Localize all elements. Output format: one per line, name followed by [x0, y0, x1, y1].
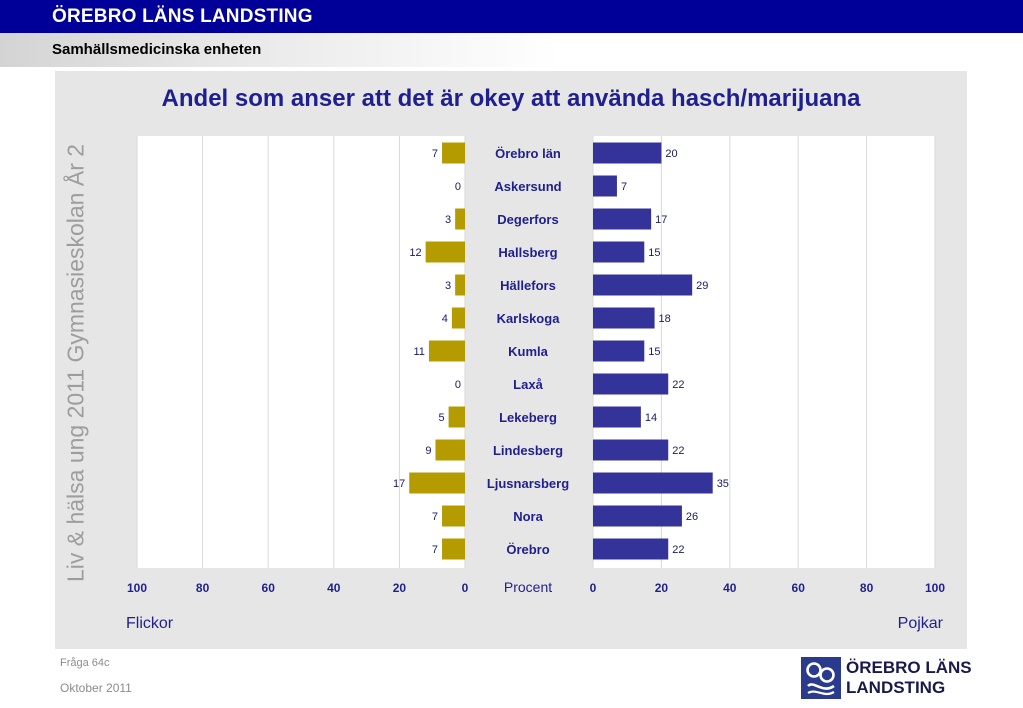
data-label-pojkar: 22 [672, 379, 684, 391]
chart-title: Andel som anser att det är okey att anvä… [162, 85, 862, 112]
category-label: Askersund [494, 179, 561, 194]
logo-text-line2: LANDSTING [846, 678, 946, 697]
bar-flickor [455, 274, 465, 296]
category-label: Karlskoga [497, 311, 561, 326]
tick-label-left: 20 [393, 581, 407, 595]
data-label-pojkar: 18 [659, 313, 671, 325]
data-label-pojkar: 22 [672, 544, 684, 556]
bar-pojkar [593, 538, 669, 560]
data-label-flickor: 7 [432, 544, 438, 556]
plot-area-left [137, 136, 465, 568]
data-label-flickor: 0 [455, 379, 461, 391]
logo-text-line1: ÖREBRO LÄNS [846, 658, 972, 677]
data-label-pojkar: 15 [648, 247, 660, 259]
tick-label-right: 20 [655, 581, 669, 595]
bar-pojkar [593, 208, 652, 230]
bar-pojkar [593, 406, 641, 428]
logo: ÖREBRO LÄNS LANDSTING [800, 656, 972, 702]
data-label-flickor: 3 [445, 214, 451, 226]
tick-label-left: 40 [327, 581, 341, 595]
data-label-pojkar: 15 [648, 346, 660, 358]
data-label-pojkar: 22 [672, 445, 684, 457]
data-label-flickor: 4 [442, 313, 448, 325]
data-label-pojkar: 20 [665, 148, 677, 160]
bar-flickor [409, 472, 465, 494]
bar-flickor [428, 340, 465, 362]
data-label-pojkar: 26 [686, 511, 698, 523]
bar-pojkar [593, 472, 713, 494]
tick-label-right: 100 [925, 581, 945, 595]
tick-label-left: 80 [196, 581, 210, 595]
org-title: ÖREBRO LÄNS LANDSTING [52, 6, 313, 27]
data-label-flickor: 7 [432, 148, 438, 160]
data-label-flickor: 0 [455, 181, 461, 193]
axis-label: Procent [504, 579, 552, 595]
category-label: Hallsberg [498, 245, 557, 260]
bar-pojkar [593, 340, 645, 362]
bar-flickor [448, 406, 465, 428]
data-label-flickor: 7 [432, 511, 438, 523]
header-bar: ÖREBRO LÄNS LANDSTING [0, 0, 1023, 33]
footer-question: Fråga 64c [60, 657, 110, 669]
data-label-pojkar: 29 [696, 280, 708, 292]
data-label-pojkar: 14 [645, 412, 657, 424]
bar-flickor [435, 439, 465, 461]
plot-area-right [593, 136, 935, 568]
bar-pojkar [593, 505, 682, 527]
survey-name: Liv & hälsa ung 2011 Gymnasieskolan År 2 [62, 143, 89, 583]
category-label: Hällefors [500, 278, 556, 293]
subheader-bar: Samhällsmedicinska enheten [0, 33, 1023, 67]
data-label-pojkar: 17 [655, 214, 667, 226]
category-label: Örebro [506, 542, 549, 557]
data-label-flickor: 11 [413, 346, 424, 358]
data-label-pojkar: 35 [717, 478, 729, 490]
bar-flickor [455, 208, 465, 230]
landsting-logo-icon [801, 657, 841, 699]
unit-title: Samhällsmedicinska enheten [52, 41, 262, 58]
category-label: Degerfors [497, 212, 558, 227]
tick-label-left: 0 [462, 581, 469, 595]
bar-pojkar [593, 439, 669, 461]
bar-pojkar [593, 307, 655, 329]
data-label-flickor: 12 [409, 247, 421, 259]
tick-label-right: 0 [590, 581, 597, 595]
legend-flickor: Flickor [126, 615, 174, 632]
data-label-flickor: 5 [438, 412, 444, 424]
bar-pojkar [593, 241, 645, 263]
bar-pojkar [593, 142, 662, 164]
bar-flickor [442, 538, 465, 560]
category-label: Lindesberg [493, 443, 563, 458]
chart: Andel som anser att det är okey att anvä… [126, 85, 945, 632]
legend-pojkar: Pojkar [898, 615, 944, 632]
data-label-flickor: 3 [445, 280, 451, 292]
tick-label-left: 100 [127, 581, 147, 595]
tick-label-left: 60 [262, 581, 276, 595]
bar-pojkar [593, 373, 669, 395]
category-label: Kumla [508, 344, 549, 359]
footer-date: Oktober 2011 [60, 681, 132, 695]
bar-flickor [442, 142, 465, 164]
data-label-flickor: 9 [425, 445, 431, 457]
tick-label-right: 60 [792, 581, 806, 595]
category-label: Ljusnarsberg [487, 476, 569, 491]
tick-label-right: 80 [860, 581, 874, 595]
tick-label-right: 40 [723, 581, 737, 595]
category-label: Lekeberg [499, 410, 557, 425]
category-label: Örebro län [495, 146, 561, 161]
category-label: Laxå [513, 377, 543, 392]
data-label-pojkar: 7 [621, 181, 627, 193]
data-label-flickor: 17 [393, 478, 405, 490]
chart-panel: Andel som anser att det är okey att anvä… [55, 71, 967, 649]
bar-pojkar [593, 175, 617, 197]
bar-flickor [442, 505, 465, 527]
bar-flickor [425, 241, 465, 263]
bar-flickor [451, 307, 465, 329]
category-label: Nora [513, 509, 543, 524]
bar-pojkar [593, 274, 693, 296]
